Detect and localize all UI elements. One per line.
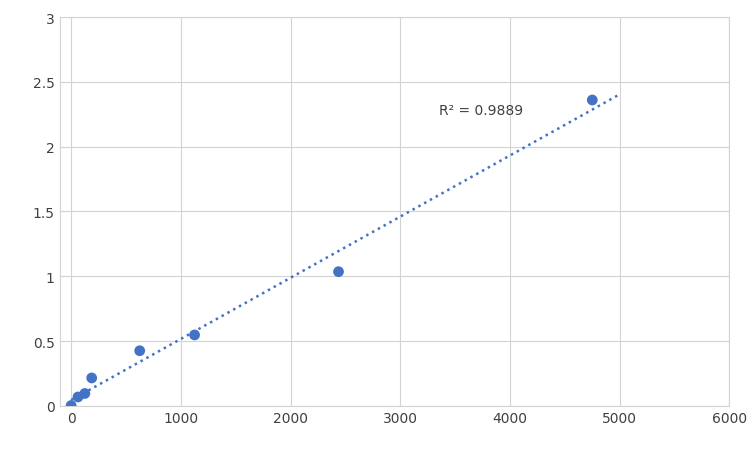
Point xyxy=(79,390,91,397)
Point xyxy=(332,268,344,276)
Point xyxy=(65,402,77,409)
Point xyxy=(72,394,84,401)
Point xyxy=(134,347,146,354)
Point xyxy=(86,374,98,382)
Point xyxy=(189,331,201,339)
Point xyxy=(587,97,599,104)
Text: R² = 0.9889: R² = 0.9889 xyxy=(438,104,523,118)
